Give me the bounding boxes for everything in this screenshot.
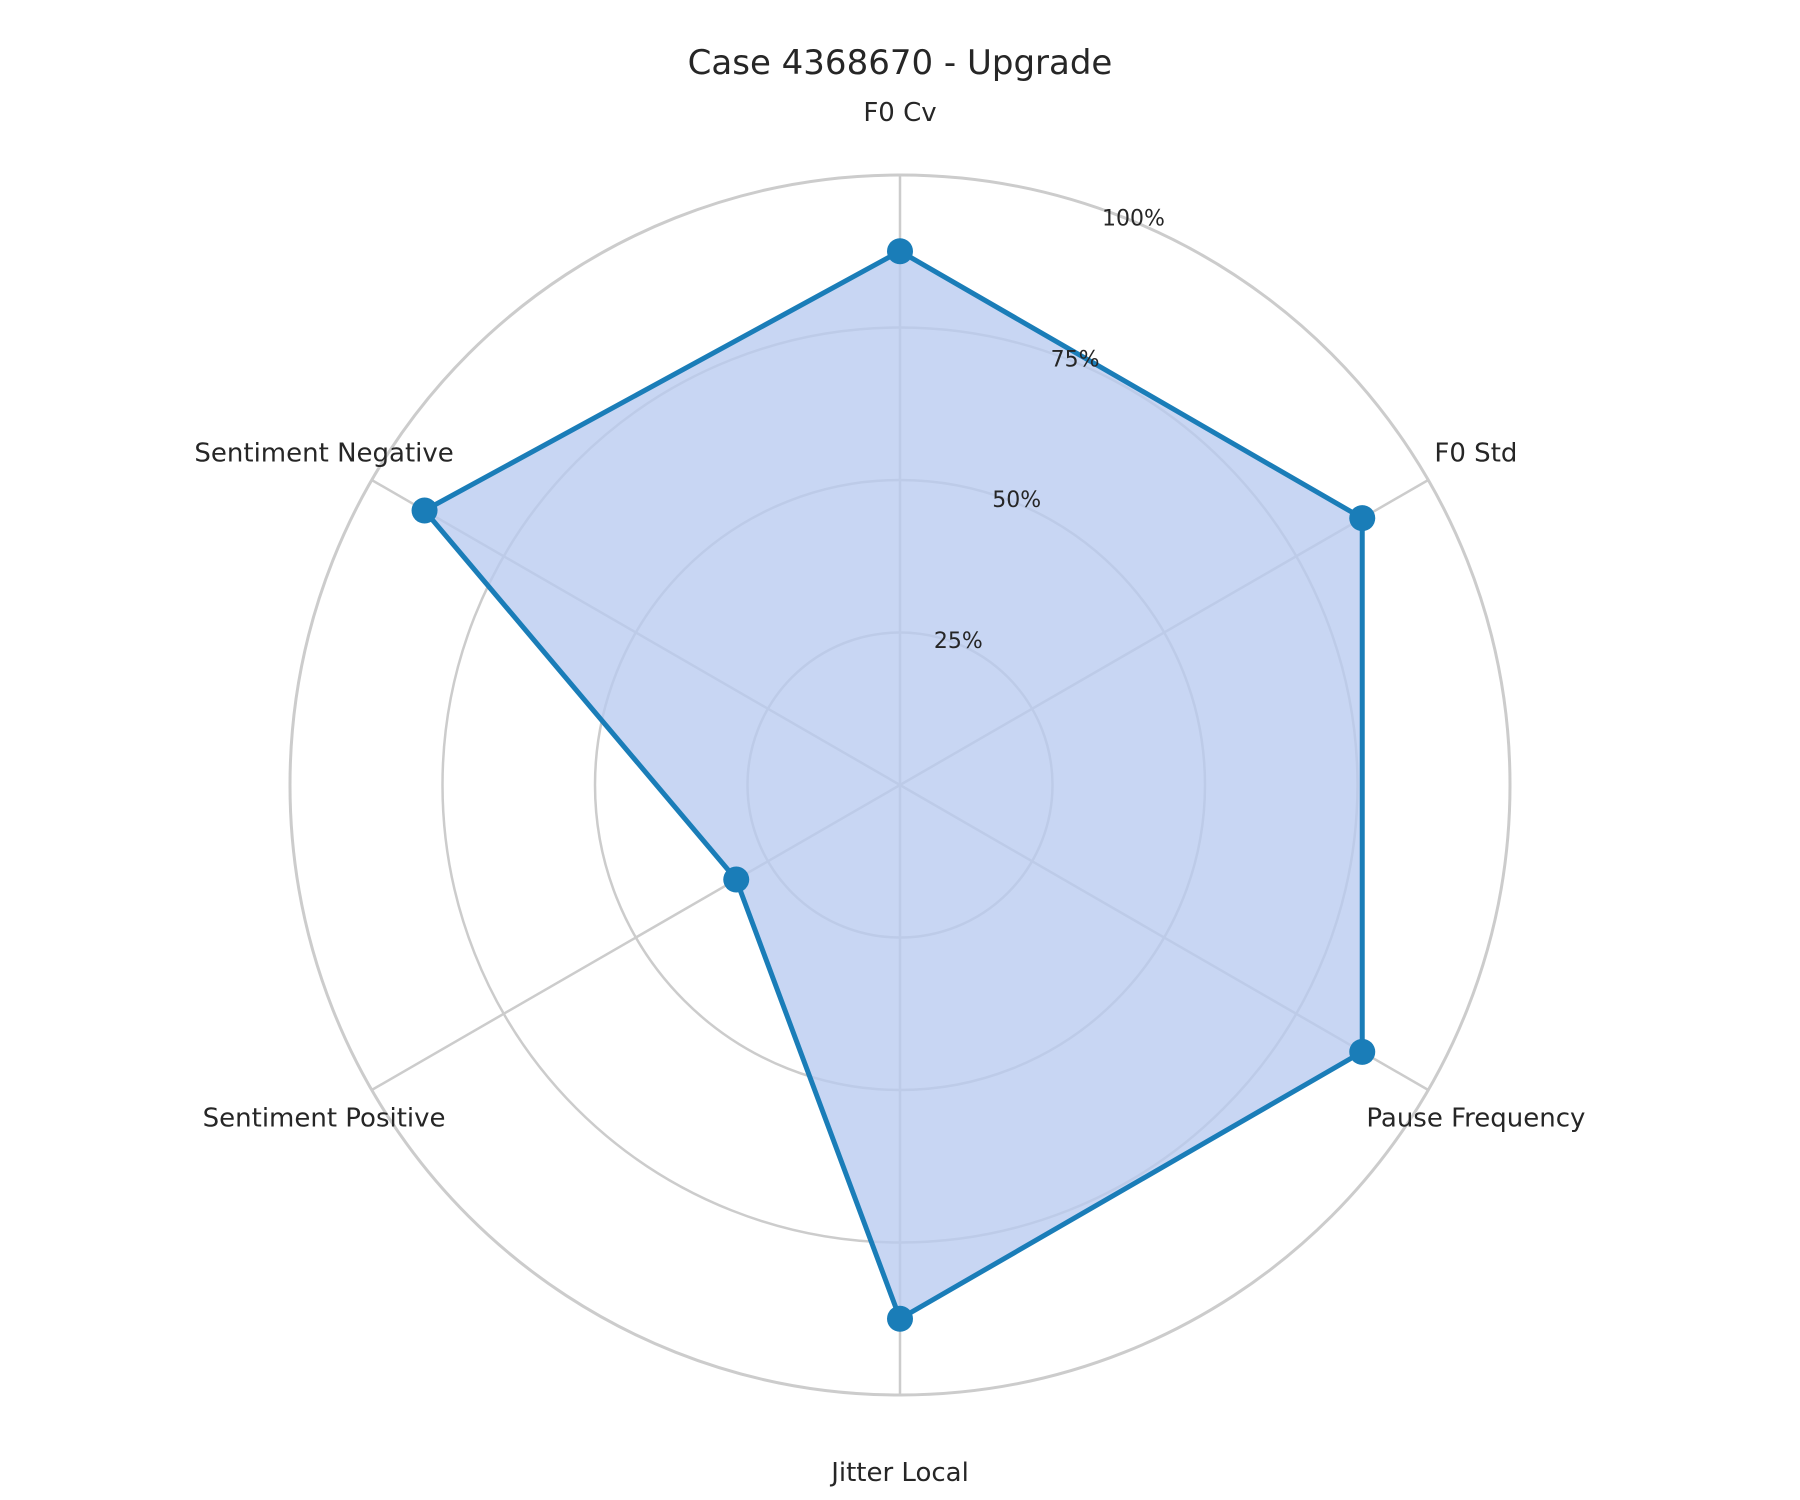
data-point-5 (723, 866, 750, 893)
axis-label-pause-frequency: Pause Frequency (1366, 1104, 1585, 1134)
r-tick-label-1: 25% (934, 629, 983, 654)
series-area (424, 251, 1363, 1319)
axis-label-f0-cv: F0 Cv (863, 98, 936, 128)
chart-title: Case 4368670 - Upgrade (688, 43, 1113, 83)
axis-label-f0-std: F0 Std (1434, 439, 1517, 469)
axis-label-sentiment-negative: Sentiment Negative (194, 439, 453, 469)
axis-labels: F0 Cv F0 Std Pause Frequency Jitter Local Se… (194, 98, 1585, 1488)
data-point-3 (1349, 1038, 1376, 1065)
tick-labels: 25% 50% 75% 100% (934, 206, 1165, 654)
data-point-2 (1349, 505, 1376, 532)
axis-label-sentiment-positive: Sentiment Positive (203, 1104, 446, 1134)
r-tick-label-2: 50% (992, 488, 1041, 513)
data-point-1 (887, 238, 913, 265)
data-point-6 (411, 497, 438, 524)
axis-label-jitter-local: Jitter Local (829, 1458, 969, 1488)
r-tick-label-4: 100% (1102, 206, 1165, 231)
data-layer (411, 238, 1376, 1332)
data-point-4 (887, 1305, 913, 1332)
r-tick-label-3: 75% (1051, 347, 1100, 372)
